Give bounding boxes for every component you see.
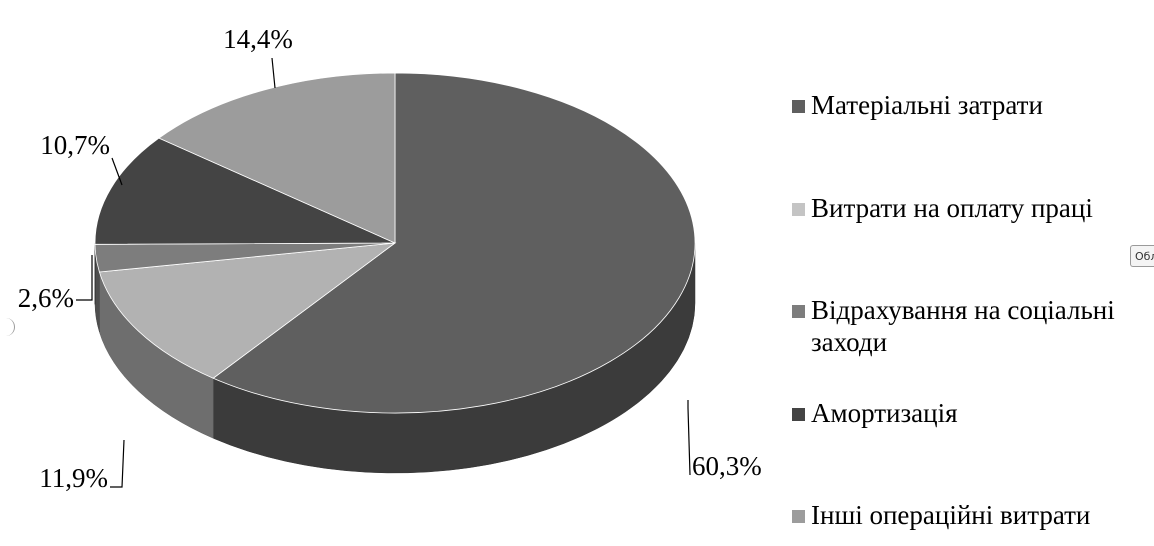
legend-item-material-costs: Матеріальні затрати: [792, 89, 1122, 121]
legend-item-depreciation: Амортизація: [792, 397, 1122, 429]
legend-swatch: [792, 203, 805, 216]
legend-swatch: [792, 305, 805, 318]
slice-other-operating-costs-label: 14,4%: [223, 24, 293, 54]
legend-item-social-contributions: Відрахування на соціальні заходи: [792, 294, 1122, 358]
legend-item-labor-costs: Витрати на оплату праці: [792, 192, 1122, 224]
pie-slices: [94, 72, 696, 414]
legend-label: Інші операційні витрати: [811, 500, 1091, 530]
edge-handle[interactable]: [4, 318, 15, 336]
slice-depreciation-leader: [111, 157, 123, 186]
slice-material-costs-label: 60,3%: [692, 451, 762, 481]
slice-labor-costs-leader: [110, 439, 125, 488]
slice-labor-costs-label: 11,9%: [39, 463, 108, 493]
slice-other-operating-costs: [158, 72, 396, 244]
slice-depreciation-label: 10,7%: [40, 130, 110, 160]
slice-social-contributions-leader: [76, 255, 93, 301]
legend-swatch: [792, 100, 805, 113]
legend-label: Витрати на оплату праці: [811, 193, 1093, 223]
slice-social-contributions-label: 2,6%: [18, 283, 74, 313]
slice-material-costs: [212, 72, 696, 414]
legend-label: Відрахування на соціальні заходи: [811, 295, 1115, 357]
slice-depreciation: [94, 137, 396, 245]
legend-item-other-operating-costs: Інші операційні витрати: [792, 499, 1122, 531]
legend-label: Амортизація: [811, 398, 958, 428]
slice-material-costs-leader: [687, 400, 691, 476]
leader-lines: [76, 57, 691, 488]
data-labels: 60,3% 11,9% 2,6% 10,7% 14,4%: [18, 24, 762, 493]
legend-swatch: [792, 510, 805, 523]
legend-swatch: [792, 408, 805, 421]
side-tab[interactable]: Обл: [1130, 245, 1154, 267]
legend-label: Матеріальні затрати: [811, 90, 1043, 120]
slice-labor-costs: [98, 242, 397, 379]
slice-other-operating-costs-leader: [271, 57, 276, 89]
